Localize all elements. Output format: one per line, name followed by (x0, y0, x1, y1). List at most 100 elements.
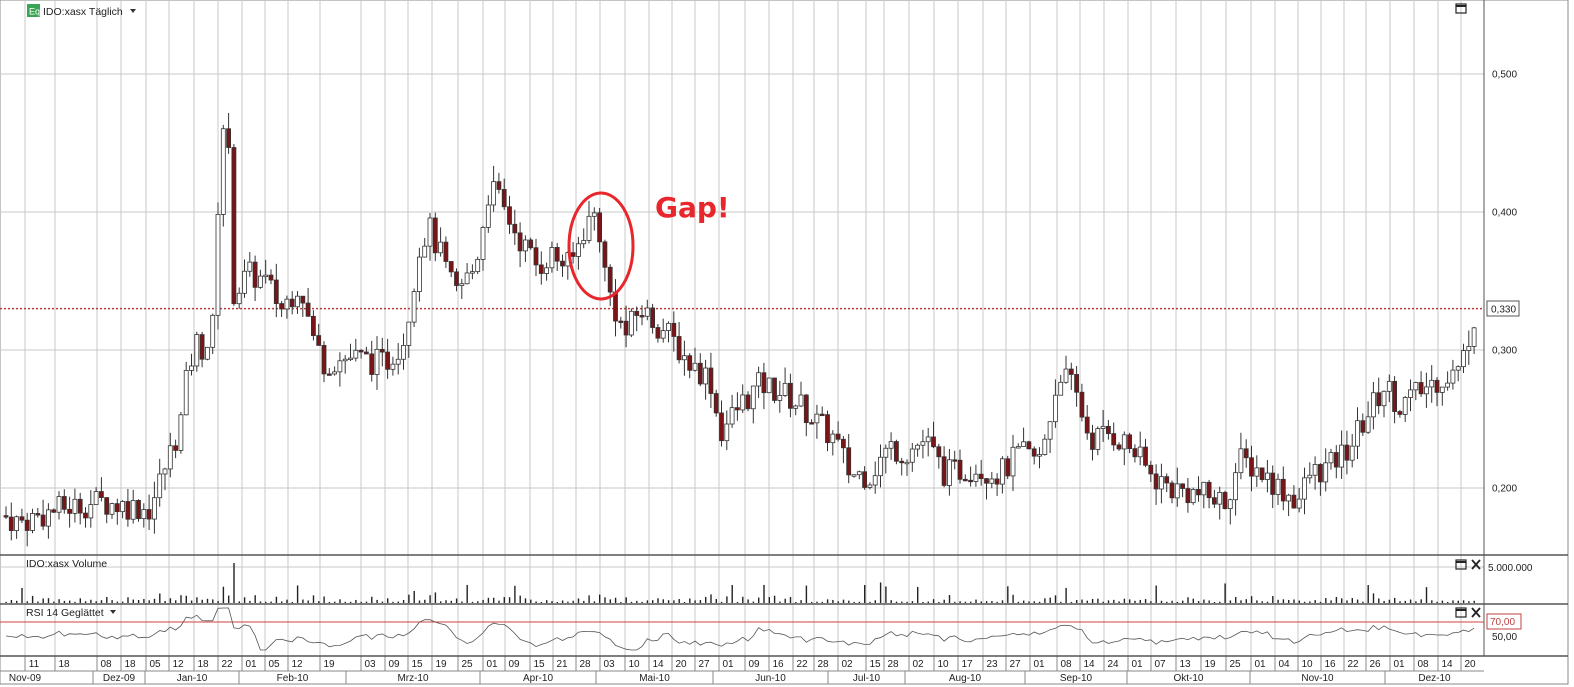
volume-bar (609, 599, 611, 603)
volume-bar (116, 601, 119, 603)
month-tick-label: Sep-10 (1060, 673, 1093, 684)
symbol-badge[interactable] (27, 4, 40, 17)
volume-bar (365, 601, 368, 603)
volume-bar (1091, 599, 1094, 603)
volume-bar (826, 599, 829, 603)
volume-bar (1182, 600, 1184, 603)
volume-bar (424, 599, 426, 603)
candle-body (809, 422, 814, 425)
volume-bar (614, 597, 617, 603)
day-tick-label: 04 (1278, 659, 1290, 670)
volume-bar (546, 600, 548, 603)
volume-bar (652, 600, 654, 603)
candle-body (1084, 416, 1090, 434)
candle-body (491, 181, 497, 206)
candle-body (872, 475, 878, 486)
maximize-icon[interactable] (1455, 3, 1467, 14)
candle-body (883, 447, 889, 458)
candle-body (533, 247, 539, 266)
candle-body (8, 516, 14, 532)
day-tick-label: 15 (869, 659, 881, 670)
volume-bar (1282, 599, 1285, 603)
volume-bar (1256, 600, 1258, 603)
volume-bar (74, 601, 76, 603)
month-tick-label: Jun-10 (755, 673, 786, 684)
candle-body (788, 382, 793, 409)
candle-body (819, 413, 825, 417)
volume-bar (10, 599, 13, 603)
volume-bar (577, 598, 580, 603)
candle-body (766, 377, 772, 394)
rsi-close-icon[interactable] (1471, 607, 1481, 618)
candle-body (125, 501, 131, 520)
volume-bar (1415, 601, 1417, 603)
candle-body (909, 448, 915, 463)
volume-bar (1065, 587, 1067, 603)
volume-close-icon[interactable] (1471, 559, 1481, 570)
candle-body (703, 367, 708, 385)
volume-bar (731, 584, 733, 603)
candle-body (597, 212, 602, 243)
candle-body (390, 363, 396, 370)
candle-body (268, 274, 274, 281)
day-tick-label: 02 (841, 659, 853, 670)
candle-body (697, 362, 703, 385)
volume-bar (5, 601, 7, 603)
day-tick-label: 12 (172, 659, 184, 670)
candle-body (1344, 444, 1350, 461)
candle-body (1111, 433, 1117, 446)
candle-body (3, 515, 9, 518)
candle-body (618, 320, 624, 323)
volume-panel-title[interactable]: IDO:xasx Volume (26, 558, 107, 570)
volume-bar (270, 601, 272, 603)
volume-bar (964, 601, 967, 603)
volume-bar (153, 598, 156, 603)
volume-bar (879, 582, 882, 603)
candle-body (671, 322, 677, 337)
volume-bar (455, 598, 458, 603)
candle-body (300, 295, 306, 304)
volume-bar (906, 601, 908, 603)
candle-body (1349, 445, 1355, 461)
candle-body (93, 491, 99, 505)
candle-body (1217, 492, 1223, 505)
candle-body (528, 239, 534, 249)
candle-body (1000, 458, 1005, 485)
volume-bar (1113, 599, 1115, 603)
price-tick-label: 0,300 (1492, 346, 1517, 357)
candle-body (936, 446, 942, 458)
volume-bar (53, 601, 55, 603)
volume-maximize-icon[interactable] (1455, 559, 1467, 570)
volume-bar (927, 601, 929, 603)
candle-body (687, 355, 693, 371)
volume-bar (811, 601, 813, 603)
candle-body (1063, 368, 1069, 383)
price-panel-title[interactable]: IDO:xasx Täglich (43, 6, 123, 18)
volume-bar (1468, 601, 1470, 603)
volume-bar (445, 600, 447, 603)
volume-bar (662, 599, 664, 603)
day-tick-label: 01 (245, 659, 257, 670)
chart-type-dropdown-icon[interactable] (130, 9, 136, 13)
candle-body (782, 382, 788, 396)
rsi-tick-label: 50,00 (1492, 632, 1517, 643)
month-tick-label: Apr-10 (523, 673, 553, 684)
month-tick-label: Dez-09 (103, 673, 136, 684)
day-tick-label: 11 (29, 659, 40, 670)
candle-body (61, 496, 67, 510)
volume-bar (524, 598, 527, 603)
candle-body (1254, 467, 1260, 477)
rsi-panel-title[interactable]: RSI 14 Geglättet (26, 607, 104, 619)
volume-bar (100, 600, 103, 603)
candle-body (395, 358, 401, 365)
rsi-dropdown-icon[interactable] (110, 610, 116, 614)
volume-bar (588, 595, 590, 603)
volume-bar (1277, 599, 1279, 603)
rsi-maximize-icon[interactable] (1455, 607, 1467, 618)
volume-bar (1293, 599, 1295, 603)
candle-body (305, 302, 311, 317)
candle-body (1259, 467, 1265, 480)
candle-body (151, 497, 157, 520)
candle-body (1201, 481, 1207, 496)
